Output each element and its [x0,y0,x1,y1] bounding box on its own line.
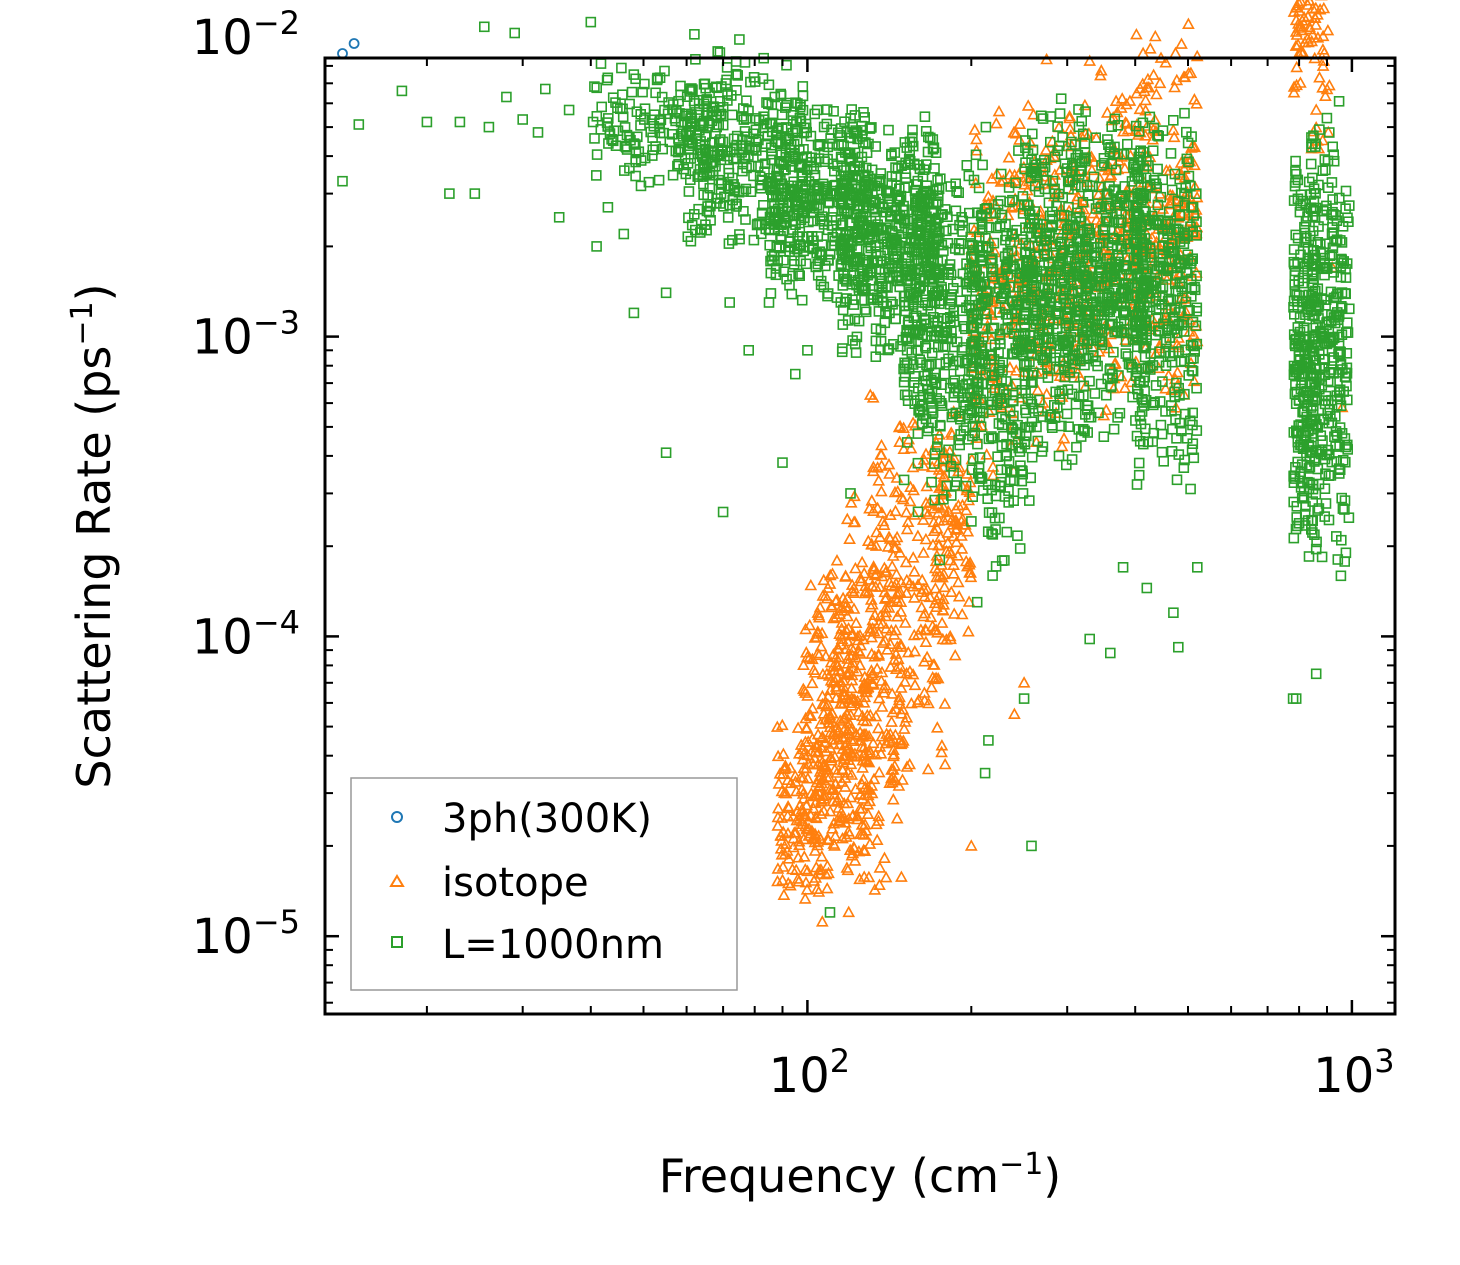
data-point-3ph-300k- [350,39,359,48]
data-point-isotope [1177,39,1187,48]
data-point-isotope [1131,30,1141,39]
data-point-isotope [1145,44,1155,53]
data-point-isotope [1150,32,1160,41]
data-point-isotope [1171,48,1181,57]
data-point-isotope [1183,19,1193,28]
